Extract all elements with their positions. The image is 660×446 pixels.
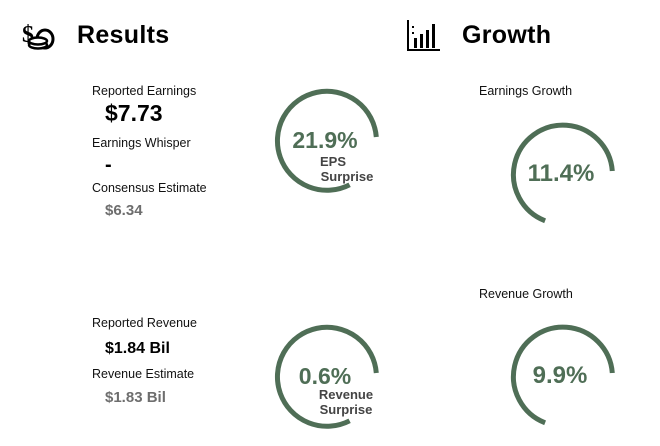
eps-surprise-arc <box>274 88 379 193</box>
reported-earnings-value: $7.73 <box>105 100 163 126</box>
revenue-surprise-arc <box>274 324 379 429</box>
revenue-growth-gauge: 9.9% <box>510 324 615 426</box>
revenue-surprise-value: 0.6% <box>299 363 351 389</box>
consensus-estimate-value: $6.34 <box>105 202 143 219</box>
eps-surprise-label-2: Surprise <box>321 169 374 184</box>
money-bag-coins-icon: $ <box>22 22 55 50</box>
reported-revenue-value: $1.84 Bil <box>105 340 170 357</box>
growth-title: Growth <box>462 21 552 49</box>
revenue-growth-arc <box>510 324 615 426</box>
reported-revenue-label: Reported Revenue <box>92 316 197 330</box>
results-header: $ Results <box>22 16 202 56</box>
revenue-estimate-label: Revenue Estimate <box>92 367 195 381</box>
earnings-growth-value: 11.4% <box>528 160 595 187</box>
eps-surprise-label-1: EPS <box>320 154 346 169</box>
revenue-estimate-value: $1.83 Bil <box>105 389 166 406</box>
revenue-surprise-label-1: Revenue <box>319 387 373 402</box>
consensus-estimate-label: Consensus Estimate <box>92 181 207 195</box>
revenue-growth-value: 9.9% <box>533 362 588 389</box>
reported-earnings-label: Reported Earnings <box>92 84 197 98</box>
earnings-whisper-value: - <box>105 154 112 176</box>
eps-surprise-gauge: 21.9% EPS Surprise <box>274 88 379 193</box>
revenue-growth-label: Revenue Growth <box>479 287 573 301</box>
earnings-growth-label: Earnings Growth <box>479 84 573 98</box>
earnings-growth-arc <box>510 122 615 224</box>
bar-chart-icon <box>407 20 440 51</box>
eps-surprise-value: 21.9% <box>292 127 357 153</box>
revenue-surprise-label-2: Surprise <box>320 402 373 417</box>
results-title: Results <box>77 21 170 49</box>
earnings-whisper-label: Earnings Whisper <box>92 136 191 150</box>
revenue-surprise-gauge: 0.6% Revenue Surprise <box>274 324 379 429</box>
earnings-growth-gauge: 11.4% <box>510 122 615 224</box>
growth-header: Growth <box>404 16 604 56</box>
